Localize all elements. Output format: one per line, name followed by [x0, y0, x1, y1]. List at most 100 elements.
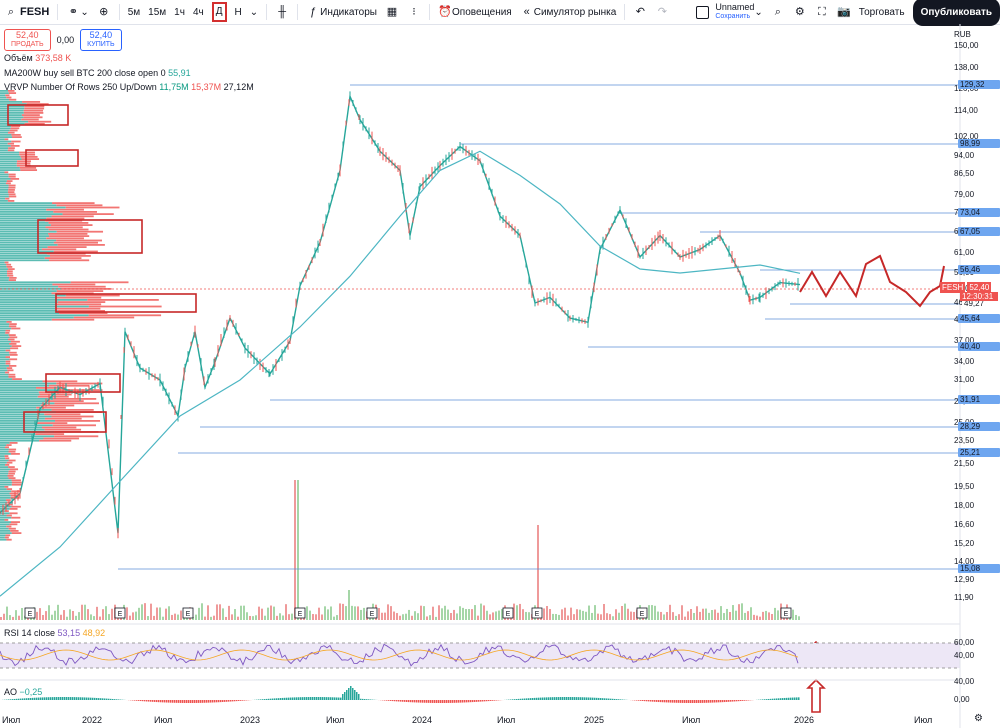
rsi-line	[0, 643, 799, 667]
settings-button[interactable]: ⚙	[789, 0, 811, 24]
vrvp-up-row	[0, 252, 48, 255]
ao-bar	[554, 697, 556, 700]
volume-bar	[708, 612, 710, 620]
ao-bar	[198, 700, 200, 703]
interval-5m[interactable]: 5м	[127, 6, 141, 18]
ao-bar	[442, 700, 444, 703]
interval-day[interactable]: Д	[208, 0, 231, 24]
volume-bar	[318, 607, 320, 620]
vrvp-down-row	[21, 114, 40, 116]
vrvp-down-row	[11, 125, 21, 127]
chart-type-button[interactable]: ╫	[271, 0, 293, 24]
interval-week[interactable]: Н	[234, 6, 242, 18]
ao-bar	[326, 697, 328, 700]
vrvp-down-row	[9, 336, 18, 339]
snapshot-button[interactable]: 📷	[833, 0, 855, 24]
vrvp-up-row	[0, 479, 12, 482]
publish-button[interactable]: Опубликовать	[912, 0, 1000, 26]
volume-bar	[768, 612, 770, 620]
add-symbol-button[interactable]: ⊕	[93, 0, 115, 24]
volume-bar	[603, 604, 605, 620]
volume-bar	[357, 606, 359, 620]
ao-bar	[580, 697, 582, 700]
quick-search-button[interactable]: ⌕	[767, 0, 789, 24]
vrvp-down-row	[7, 503, 13, 506]
vrvp-down-row	[47, 246, 87, 248]
volume-bar	[60, 614, 62, 620]
volume-bar	[741, 603, 743, 620]
trade-button[interactable]: Торговать	[858, 6, 905, 18]
redo-button[interactable]: ↷	[651, 0, 673, 24]
vrvp-down-row	[9, 351, 17, 354]
axis-settings-gear-icon[interactable]: ⚙	[974, 713, 983, 724]
volume-bar	[108, 614, 110, 620]
ao-bar	[342, 694, 344, 700]
vrvp-up-row	[0, 310, 58, 312]
volume-bar	[261, 608, 263, 620]
vrvp-down-row	[65, 206, 120, 209]
ao-bar	[720, 700, 722, 703]
ao-bar	[202, 700, 204, 703]
volume-bar	[48, 605, 50, 620]
templates-button[interactable]: ▦	[381, 0, 403, 24]
vrvp-down-row	[57, 244, 105, 246]
replay-button[interactable]: «Симулятор рынка	[516, 0, 621, 24]
volume-bar	[177, 614, 179, 620]
volume-bar	[585, 611, 587, 620]
vrvp-legend[interactable]: VRVP Number Of Rows 250 Up/Down 11,75M 1…	[4, 82, 254, 92]
rsi-legend[interactable]: RSI 14 close 53,15 48,92	[4, 628, 106, 638]
symbol-search[interactable]: ⌕ FESH	[0, 0, 53, 24]
ao-legend[interactable]: AO −0,25	[4, 687, 43, 697]
compare-button[interactable]: ⚭ ⌄	[62, 0, 92, 24]
ao-bar	[586, 697, 588, 700]
volume-bar	[408, 609, 410, 620]
interval-15m[interactable]: 15м	[148, 6, 167, 18]
vrvp-up-row	[0, 129, 10, 132]
volume-legend[interactable]: Объём 373,58 K	[4, 53, 72, 63]
interval-dropdown[interactable]: ⌄	[246, 0, 262, 24]
volume-bar	[405, 613, 407, 620]
sell-button[interactable]: 52,40 ПРОДАТЬ	[4, 29, 51, 51]
volume-bar	[393, 611, 395, 620]
ao-bar	[262, 699, 264, 700]
redo-icon: ↷	[657, 6, 667, 18]
vrvp-down-row	[9, 129, 18, 132]
vrvp-up-row	[0, 248, 42, 251]
volume-bar	[42, 614, 44, 620]
volume-bar	[738, 604, 740, 620]
volume-bar	[582, 610, 584, 620]
spread-value: 0,00	[56, 35, 75, 45]
earnings-label: E	[118, 611, 123, 618]
vrvp-down-row	[7, 272, 13, 275]
ao-bar	[162, 700, 164, 703]
alerts-button[interactable]: ⏰ Оповещения	[438, 6, 512, 18]
ao-bar	[338, 697, 340, 700]
undo-button[interactable]: ↶	[629, 0, 651, 24]
fullscreen-button[interactable]: ⛶	[811, 0, 833, 24]
ao-bar	[180, 700, 182, 703]
interval-4h[interactable]: 4ч	[192, 6, 204, 18]
ao-bar	[12, 699, 14, 700]
indicators-button[interactable]: ƒ Индикаторы	[302, 0, 381, 24]
volume-bar	[660, 611, 662, 620]
more-button[interactable]: ⁝	[403, 0, 425, 24]
vrvp-down-row	[5, 499, 11, 501]
buy-button[interactable]: 52,40 КУПИТЬ	[80, 29, 122, 51]
vrvp-up-row	[0, 180, 7, 182]
ma-legend[interactable]: MA200W buy sell BTC 200 close open 0 55,…	[4, 68, 191, 78]
ao-bar	[210, 700, 212, 703]
ao-bar	[188, 700, 190, 703]
ao-bar	[460, 700, 462, 703]
ao-bar	[186, 700, 188, 703]
last-price-tag: FESH 52,40 12:30:31	[940, 282, 998, 301]
vrvp-up-row	[0, 398, 53, 400]
vrvp-down-row	[9, 343, 17, 345]
time-tick: 2023	[240, 715, 261, 725]
ao-bar	[362, 698, 364, 700]
vrvp-down-row	[55, 420, 101, 422]
volume-bar	[141, 604, 143, 620]
price-tick: 102,00	[954, 132, 979, 141]
interval-1h[interactable]: 1ч	[174, 6, 185, 18]
layout-menu[interactable]: Unnamed Сохранить ⌄	[692, 0, 766, 24]
